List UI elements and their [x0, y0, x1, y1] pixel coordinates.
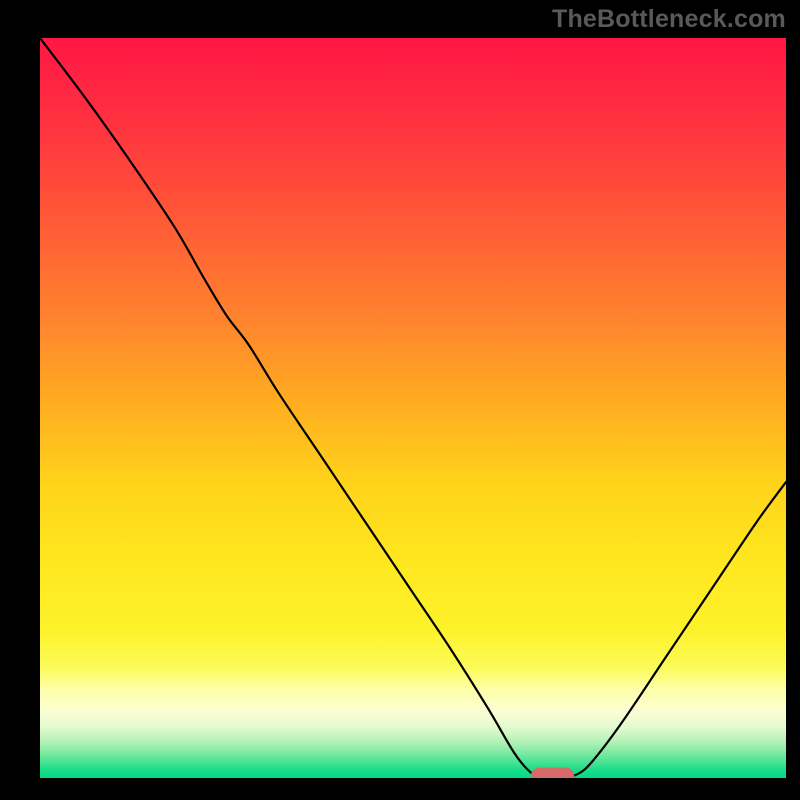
- gradient-background: [40, 38, 786, 778]
- chart-svg: [0, 0, 800, 800]
- plot-area: [40, 38, 786, 784]
- watermark-text: TheBottleneck.com: [552, 5, 786, 34]
- chart-stage: TheBottleneck.com: [0, 0, 800, 800]
